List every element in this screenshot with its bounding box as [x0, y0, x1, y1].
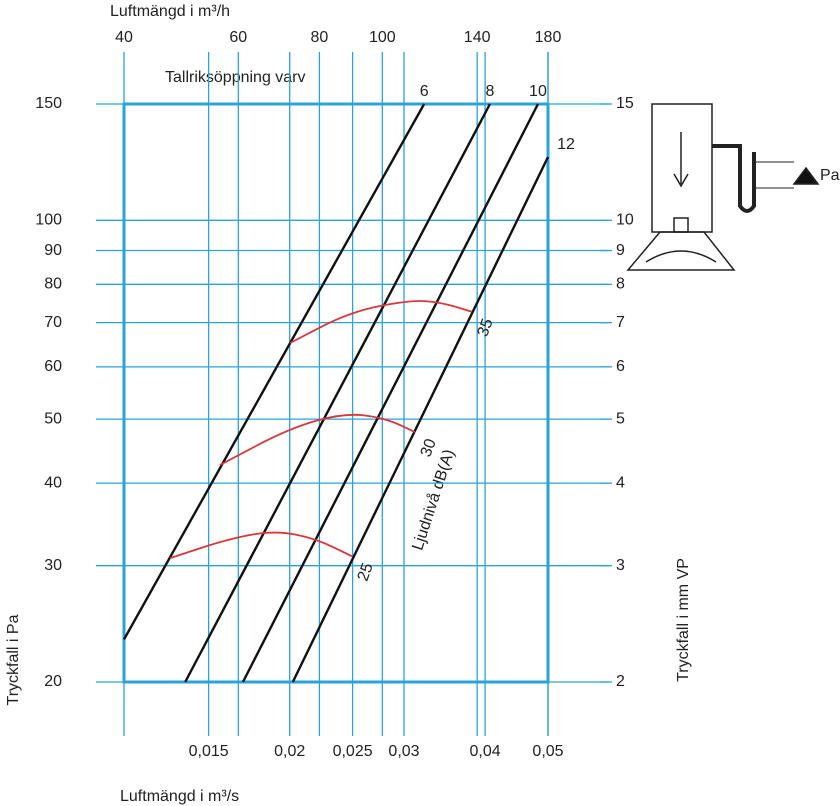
y2-tick-label: 10	[616, 212, 634, 229]
x-tick-label: 40	[115, 29, 133, 46]
x-axis-title-bottom: Luftmängd i m³/s	[120, 788, 239, 805]
delta-icon	[792, 166, 820, 185]
x-tick-label: 60	[229, 29, 247, 46]
flow-arrow	[673, 132, 689, 188]
y2-axis-title: Tryckfall i mm VP	[675, 558, 692, 682]
x2-tick-label: 0,015	[189, 743, 229, 760]
y2-tick-label: 3	[616, 557, 625, 574]
y2-tick-label: 15	[616, 95, 634, 112]
curve-label: 25	[355, 561, 377, 584]
series-label: 6	[420, 83, 429, 100]
series-line	[291, 156, 550, 683]
curve-title: Ljudnivå dB(A)	[408, 447, 458, 552]
duct	[651, 103, 713, 233]
y-tick-label: 60	[44, 358, 62, 375]
y-tick-label: 90	[44, 242, 62, 259]
y-tick-label: 30	[44, 557, 62, 574]
curve-label: 35	[475, 316, 497, 339]
manometer	[712, 144, 756, 213]
y2-tick-label: 8	[616, 276, 625, 293]
series-label: 12	[557, 136, 575, 153]
y2-tick-label: 5	[616, 410, 625, 427]
sound-curve	[169, 531, 353, 559]
icon-label: Pa	[820, 167, 840, 184]
y-tick-label: 70	[44, 314, 62, 331]
y2-tick-label: 9	[616, 242, 625, 259]
series-line	[184, 103, 492, 683]
y-tick-label: 50	[44, 410, 62, 427]
y-tick-label: 40	[44, 474, 62, 491]
x2-tick-label: 0,05	[532, 743, 563, 760]
series-label: 10	[529, 83, 547, 100]
series-title: Tallriksöppning varv	[165, 69, 306, 86]
x-tick-label: 180	[535, 29, 562, 46]
x2-tick-label: 0,025	[333, 743, 373, 760]
valve-icon	[626, 103, 820, 271]
sound-curve	[289, 300, 473, 344]
x2-tick-label: 0,03	[388, 743, 419, 760]
series-label: 8	[485, 83, 494, 100]
y-tick-label: 80	[44, 276, 62, 293]
x-tick-label: 140	[464, 29, 491, 46]
series-line	[241, 103, 540, 683]
sound-curve	[219, 413, 416, 466]
x2-tick-label: 0,04	[470, 743, 501, 760]
y2-tick-label: 4	[616, 474, 625, 491]
series-line	[122, 103, 426, 641]
x-tick-label: 80	[311, 29, 329, 46]
y2-tick-label: 7	[616, 314, 625, 331]
valve-disc	[645, 250, 717, 263]
level-lines	[754, 161, 794, 189]
y-axis-title: Tryckfall i Pa	[5, 614, 22, 705]
valve-stem	[673, 217, 689, 233]
y2-tick-label: 6	[616, 358, 625, 375]
x-tick-label: 100	[369, 29, 396, 46]
valve-body	[626, 231, 736, 271]
curve-label: 30	[418, 437, 440, 460]
y-tick-label: 100	[35, 212, 62, 229]
y2-tick-label: 2	[616, 673, 625, 690]
y-tick-label: 20	[44, 673, 62, 690]
y-tick-label: 150	[35, 95, 62, 112]
x-axis-title-top: Luftmängd i m³/h	[110, 3, 230, 20]
x2-tick-label: 0,02	[274, 743, 305, 760]
plot-frame	[122, 102, 550, 684]
